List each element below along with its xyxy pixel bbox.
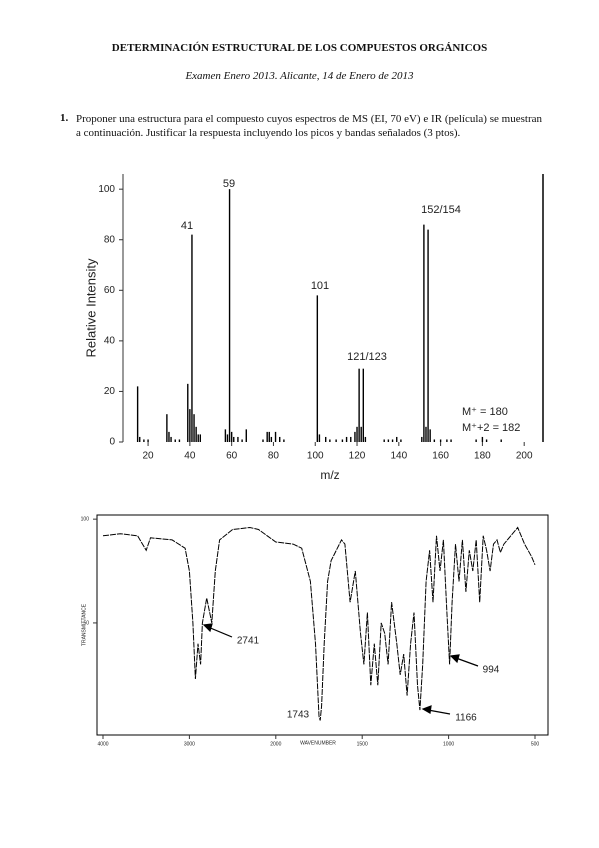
x-tick-label: 120 [349,451,366,462]
y-tick-label: 80 [104,234,116,245]
x-tick-label: 2000 [270,741,281,747]
y-tick-label: 50 [83,620,89,626]
y-tick-label: 40 [104,336,116,347]
annotation: 994 [483,665,500,676]
annotation: 152/154 [421,204,461,216]
question-number: 1. [60,112,69,124]
y-tick-label: 60 [104,285,116,296]
x-tick-label: 500 [531,741,540,747]
y-tick-label: 100 [81,516,90,522]
annotation: 1166 [455,713,477,724]
x-axis-label: m/z [320,468,339,482]
y-tick-label: 0 [109,437,115,448]
x-tick-label: 20 [143,451,155,462]
subtitle: Examen Enero 2013. Alicante, 14 de Enero… [185,70,414,82]
x-tick-label: 160 [432,451,449,462]
x-tick-label: 200 [516,451,533,462]
x-tick-label: 180 [474,451,491,462]
x-tick-label: 80 [268,451,280,462]
question-text: Proponer una estructura para el compuest… [76,113,542,139]
y-tick-label: 100 [98,184,115,195]
annotation: 59 [223,178,235,190]
x-tick-label: 40 [184,451,196,462]
x-tick-label: 1500 [357,741,368,747]
x-axis-label: WAVENUMBER [300,740,336,746]
y-tick-label: 20 [104,386,116,397]
annotation: M⁺ = 180 [462,406,508,418]
annotation: 41 [181,220,193,232]
x-tick-label: 100 [307,451,324,462]
frame [96,514,549,736]
annotation: 101 [311,280,329,292]
annotation: 2741 [237,636,260,647]
x-tick-label: 60 [226,451,238,462]
spectrum-line [102,526,536,721]
title: DETERMINACIÓN ESTRUCTURAL DE LOS COMPUES… [111,42,488,54]
arrows [202,623,479,715]
annotation: 1743 [287,710,310,721]
annotation: M⁺+2 = 182 [462,422,520,434]
x-tick-label: 4000 [97,741,108,747]
y-axis-label: TRANSMITTANCE [81,603,87,646]
y-axis-label: Relative Intensity [83,258,98,357]
x-tick-label: 1000 [443,741,454,747]
x-tick-label: 140 [390,451,407,462]
annotation: 121/123 [347,351,387,363]
x-tick-label: 3000 [184,741,195,747]
